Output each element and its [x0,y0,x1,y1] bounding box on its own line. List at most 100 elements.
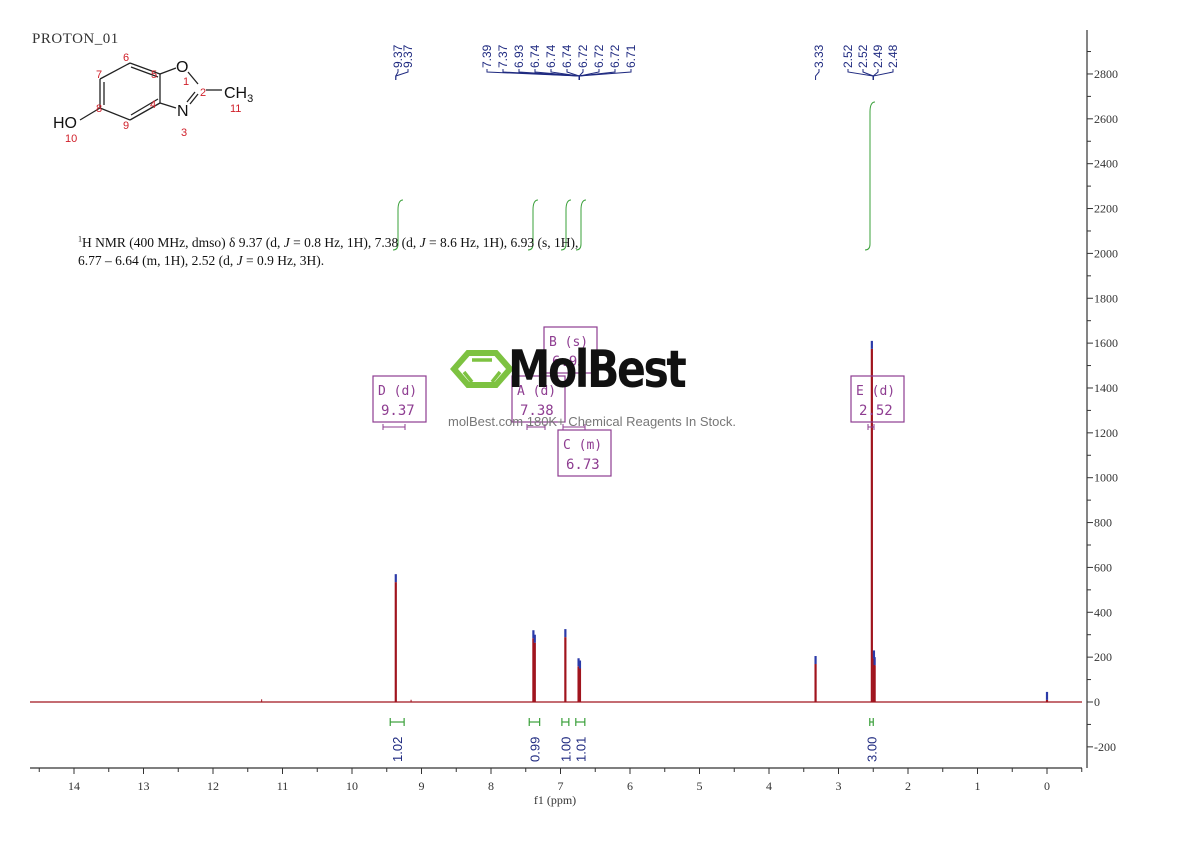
peak-shift-label: 6.93 [512,44,526,68]
integral-curve [560,199,572,251]
atom-number-1: 1 [183,76,189,88]
nmr-description-line1: 1H NMR (400 MHz, dmso) δ 9.37 (d, J = 0.… [78,234,579,250]
x-tick-label: 1 [975,779,981,793]
x-tick-label: 4 [766,779,772,793]
y-tick-label: 600 [1094,560,1112,574]
multiplet-type: A (d) [517,384,556,399]
peak-shift-label: 3.33 [812,44,826,68]
x-axis-label: f1 (ppm) [534,793,576,807]
spectrum-title: PROTON_01 [32,31,119,47]
atom-number-5: 5 [151,69,157,81]
multiplet-box-b: B (s) 6.93 [543,326,598,374]
integral-value: 1.02 [390,737,405,762]
y-tick-label: 1600 [1094,336,1118,350]
y-tick-label: 400 [1094,605,1112,619]
peak-shift-label: 6.74 [528,44,542,68]
multiplet-shift: 6.73 [566,457,600,473]
y-tick-label: 2800 [1094,67,1118,81]
x-axis: 14 13 12 11 10 9 8 7 6 5 4 3 2 1 0f1 (ppm) [30,767,1083,807]
y-tick-label: 2000 [1094,246,1118,260]
multiplet-shift: 2.52 [859,403,893,419]
atom-number-4: 4 [150,99,156,111]
peak-shift-label: 6.71 [624,44,638,68]
y-tick-label: 1400 [1094,381,1118,395]
x-tick-label: 13 [138,779,150,793]
y-axis: -200 0 200 400 600 800 1000 1200 1400 1600 1800 200… [1086,30,1118,768]
nmr-description-line2: 6.77 – 6.64 (m, 1H), 2.52 (d, J = 0.9 Hz… [78,252,325,268]
y-tick-label: 200 [1094,650,1112,664]
peak-shift-label: 6.72 [576,44,590,68]
x-tick-label: 6 [627,779,633,793]
integral-curves [392,101,876,251]
x-tick-label: 2 [905,779,911,793]
y-tick-label: 2600 [1094,112,1118,126]
x-tick-label: 0 [1044,779,1050,793]
atom-number-8: 8 [96,103,102,115]
integral-curve [575,199,587,251]
peak-shift-label: 6.72 [592,44,606,68]
x-tick-label: 11 [277,779,289,793]
peak-shift-label: 9.37 [391,44,405,68]
y-tick-label: 2200 [1094,202,1118,216]
integral-value: 0.99 [527,737,542,762]
integral-value: 1.00 [558,737,573,762]
peak-shift-label: 6.74 [560,44,574,68]
integral-value: 1.01 [573,737,588,762]
multiplet-box-e: E (d) 2.52 [850,375,905,430]
x-tick-label: 5 [697,779,703,793]
y-tick-label: -200 [1094,740,1116,754]
x-tick-label: 3 [836,779,842,793]
atom-number-10: 10 [65,133,77,145]
integral-curve [864,101,876,251]
atom-number-2: 2 [200,87,206,99]
multiplet-type: E (d) [856,384,895,399]
multiplet-shift: 9.37 [381,403,415,419]
multiplet-shift: 6.93 [552,354,586,370]
atom-o: O [176,59,188,76]
peak-shift-label: 2.52 [841,44,855,68]
integral-curve [527,199,539,251]
atom-number-3: 3 [181,127,187,139]
atom-ho: HO [53,115,77,132]
x-tick-label: 9 [419,779,425,793]
peak-labels: 9.379.37 7.39 7.37 6.93 6.74 6.74 6.74 6.72 6.72… [391,44,900,80]
atom-number-6: 6 [123,52,129,64]
peak-shift-label: 6.74 [544,44,558,68]
y-tick-label: 1000 [1094,471,1118,485]
atom-n: N [177,103,189,120]
x-tick-label: 12 [207,779,219,793]
nmr-description: 1H NMR (400 MHz, dmso) δ 9.37 (d, J = 0.… [78,230,578,270]
peak-shift-label: 2.49 [871,44,885,68]
multiplet-boxes: D (d) 9.37 A (d) 7.38 B (s) 6.93 C (m) 6.73 E (d… [372,326,905,477]
multiplet-box-c: C (m) 6.73 [557,424,612,477]
integral-values: 1.02 0.99 1.00 1.01 3.00 [389,718,880,762]
integral-value: 3.00 [865,737,880,762]
multiplet-type: D (d) [378,384,417,399]
atom-number-7: 7 [96,69,102,81]
x-tick-label: 10 [346,779,358,793]
multiplet-type: B (s) [549,335,588,350]
atom-ch3: CH3 [224,85,253,105]
molbest-logo-icon [450,350,514,388]
spectrum-trace [30,340,1082,703]
y-tick-label: 0 [1094,695,1100,709]
multiplet-shift: 7.38 [520,403,554,419]
x-tick-label: 8 [488,779,494,793]
x-tick-label: 7 [558,779,564,793]
peak-shift-label: 6.72 [608,44,622,68]
peak-shift-label: 7.39 [480,44,494,68]
peak-shift-label: 2.48 [886,44,900,68]
atom-number-9: 9 [123,120,129,132]
y-tick-label: 1200 [1094,426,1118,440]
atom-number-11: 11 [230,103,241,115]
x-tick-label: 14 [68,779,80,793]
peak-shift-label: 2.52 [856,44,870,68]
y-tick-label: 1800 [1094,291,1118,305]
y-tick-label: 800 [1094,516,1112,530]
peak-shift-label: 9.37 [401,44,415,68]
multiplet-type: C (m) [563,438,602,453]
multiplet-box-d: D (d) 9.37 [372,375,427,430]
watermark-brand: MolBest [508,340,687,400]
multiplet-box-a: A (d) 7.38 [511,375,566,430]
